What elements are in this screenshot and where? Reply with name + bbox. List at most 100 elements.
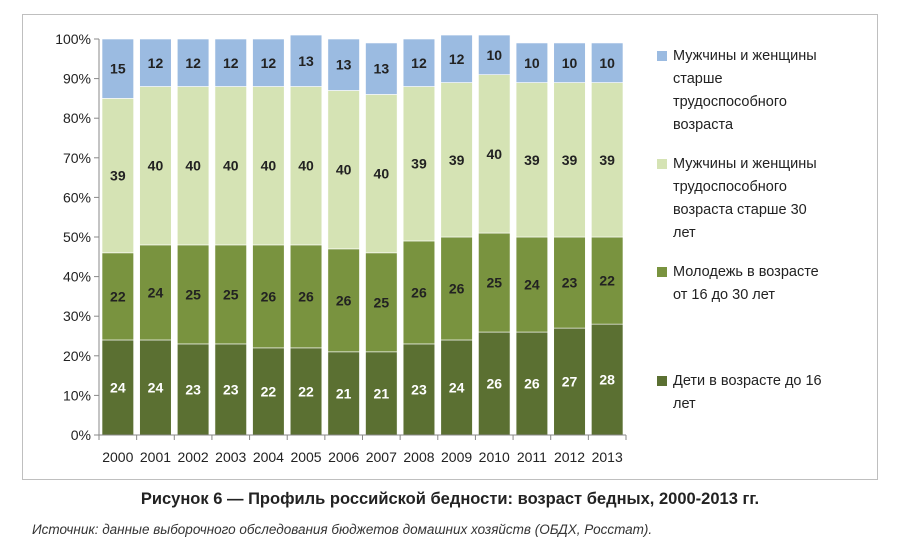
legend-label: Дети в возрасте до 16 лет — [673, 370, 873, 416]
data-label: 40 — [374, 166, 390, 182]
bar-segment — [101, 98, 134, 254]
data-label: 21 — [374, 385, 390, 401]
bar-segment — [139, 86, 172, 246]
bar-segment — [252, 244, 285, 349]
data-label: 26 — [261, 288, 277, 304]
x-tick-label: 2013 — [592, 449, 623, 465]
bar-segment — [591, 42, 624, 83]
y-tick-label: 10% — [63, 387, 91, 403]
data-label: 10 — [524, 55, 540, 71]
data-label: 22 — [599, 273, 615, 289]
x-tick-label: 2007 — [366, 449, 397, 465]
legend-line: Мужчины и женщины — [673, 156, 817, 172]
legend-line: трудоспособного — [673, 179, 787, 195]
data-label: 13 — [374, 61, 390, 77]
bar-segment — [553, 82, 586, 238]
y-tick-label: 70% — [63, 150, 91, 166]
bar-segment — [440, 34, 473, 83]
legend-label: Молодежь в возрасте от 16 до 30 лет — [673, 261, 873, 307]
data-label: 12 — [261, 55, 277, 71]
data-label: 39 — [524, 152, 540, 168]
bar-segment — [478, 74, 511, 234]
data-label: 39 — [411, 156, 427, 172]
bar-segment — [289, 34, 323, 87]
bar-segment — [365, 94, 398, 254]
data-label: 21 — [336, 385, 352, 401]
y-tick-label: 0% — [71, 427, 91, 443]
data-label: 10 — [562, 55, 578, 71]
y-tick-label: 100% — [55, 31, 91, 47]
figure-caption-title: Рисунок 6 — Профиль российской бедности:… — [140, 490, 760, 508]
bar-segment — [515, 331, 549, 436]
x-tick-label: 2001 — [140, 449, 171, 465]
data-label: 26 — [449, 280, 465, 296]
legend-line: возраста старше 30 — [673, 202, 807, 218]
x-tick-label: 2009 — [441, 449, 472, 465]
legend-line: возраста — [673, 117, 734, 133]
bar-segment — [515, 82, 549, 238]
x-tick-label: 2012 — [554, 449, 585, 465]
data-label: 12 — [449, 51, 465, 67]
y-tick-label: 30% — [63, 308, 91, 324]
legend-line: Дети в возрасте до 16 — [673, 373, 822, 389]
data-label: 25 — [374, 294, 390, 310]
y-tick-label: 60% — [63, 189, 91, 205]
bar-segment — [402, 38, 436, 87]
bar-segment — [440, 82, 473, 238]
data-label: 22 — [261, 383, 277, 399]
y-tick-label: 40% — [63, 269, 91, 285]
data-label: 40 — [148, 158, 164, 174]
y-tick-label: 80% — [63, 110, 91, 126]
bar-segment — [252, 86, 285, 246]
data-label: 24 — [110, 379, 126, 395]
x-tick-label: 2010 — [479, 449, 510, 465]
data-label: 13 — [298, 53, 314, 69]
legend-line: трудоспособного — [673, 94, 787, 110]
data-label: 25 — [223, 286, 239, 302]
bar-segment — [553, 236, 586, 329]
data-label: 24 — [449, 379, 465, 395]
data-label: 39 — [562, 152, 578, 168]
bar-segment — [289, 347, 323, 436]
bar-segment — [591, 236, 624, 325]
bar-segment — [139, 38, 172, 87]
legend-label: Мужчины и женщины старше трудоспособного… — [673, 45, 873, 137]
data-label: 39 — [110, 168, 126, 184]
bar-segment — [327, 351, 360, 436]
data-label: 15 — [110, 61, 126, 77]
data-label: 10 — [599, 55, 615, 71]
legend-swatch — [657, 267, 667, 277]
x-tick-label: 2005 — [290, 449, 321, 465]
data-label: 24 — [524, 277, 540, 293]
data-label: 23 — [411, 381, 427, 397]
data-label: 40 — [298, 158, 314, 174]
legend-line: Мужчины и женщины — [673, 48, 817, 64]
data-label: 40 — [223, 158, 239, 174]
bar-segment — [402, 86, 436, 242]
data-label: 40 — [185, 158, 201, 174]
legend-line: от 16 до 30 лет — [673, 287, 775, 303]
legend-line: Молодежь в возрасте — [673, 264, 819, 280]
bar-segment — [515, 236, 549, 333]
bar-segment — [101, 38, 134, 99]
data-label: 24 — [148, 284, 164, 300]
data-label: 28 — [599, 372, 615, 388]
data-label: 25 — [185, 286, 201, 302]
x-tick-label: 2008 — [403, 449, 434, 465]
data-label: 26 — [336, 292, 352, 308]
bar-segment — [176, 86, 210, 246]
bar-segment — [252, 347, 285, 436]
x-tick-label: 2002 — [178, 449, 209, 465]
data-label: 26 — [486, 376, 502, 392]
bar-segment — [139, 244, 172, 341]
y-tick-label: 50% — [63, 229, 91, 245]
y-tick-label: 90% — [63, 71, 91, 87]
data-label: 23 — [223, 381, 239, 397]
bar-segment — [365, 42, 398, 95]
data-label: 12 — [185, 55, 201, 71]
x-tick-label: 2000 — [102, 449, 133, 465]
bar-segment — [553, 42, 586, 83]
bar-segment — [252, 38, 285, 87]
legend-swatch — [657, 51, 667, 61]
legend-label: Мужчины и женщины трудоспособного возрас… — [673, 153, 873, 245]
